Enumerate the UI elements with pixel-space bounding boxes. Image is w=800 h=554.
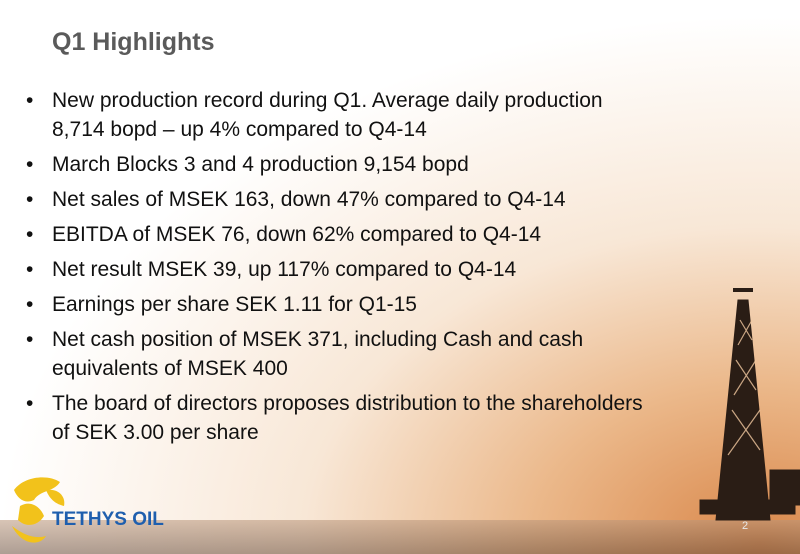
bullet-line: Net cash position of MSEK 371, including… bbox=[52, 328, 584, 351]
page-number: 2 bbox=[742, 520, 749, 532]
logo-text: TETHYS OIL bbox=[52, 509, 164, 530]
logo-mark bbox=[12, 477, 65, 543]
bullet: March Blocks 3 and 4 production 9,154 bo… bbox=[24, 150, 643, 179]
bullet-line: EBITDA of MSEK 76, down 62% compared to … bbox=[52, 223, 542, 246]
bullet-line: equivalents of MSEK 400 bbox=[52, 357, 288, 380]
rig bbox=[699, 288, 800, 521]
bullet-line: of SEK 3.00 per share bbox=[52, 421, 259, 444]
bullet: The board of directors proposes distribu… bbox=[24, 389, 643, 447]
bullet-line: 8,714 bopd – up 4% compared to Q4-14 bbox=[52, 118, 427, 141]
bullet-line: Net result MSEK 39, up 117% compared to … bbox=[52, 258, 517, 281]
bullet-line: New production record during Q1. Average… bbox=[52, 89, 603, 112]
bullet: EBITDA of MSEK 76, down 62% compared to … bbox=[24, 220, 643, 249]
bullet: New production record during Q1. Average… bbox=[24, 86, 643, 144]
slide-title: Q1 Highlights bbox=[52, 28, 215, 56]
bullet: Net cash position of MSEK 371, including… bbox=[24, 325, 643, 383]
bullet-line: The board of directors proposes distribu… bbox=[52, 392, 643, 415]
bullet-line: Earnings per share SEK 1.11 for Q1-15 bbox=[52, 293, 417, 316]
bullet: Net sales of MSEK 163, down 47% compared… bbox=[24, 185, 643, 214]
bullet: Earnings per share SEK 1.11 for Q1-15 bbox=[24, 290, 643, 319]
bullet-line: March Blocks 3 and 4 production 9,154 bo… bbox=[52, 153, 469, 176]
bullet-list: New production record during Q1. Average… bbox=[24, 86, 643, 453]
bullet: Net result MSEK 39, up 117% compared to … bbox=[24, 255, 643, 284]
bullet-line: Net sales of MSEK 163, down 47% compared… bbox=[52, 188, 566, 211]
